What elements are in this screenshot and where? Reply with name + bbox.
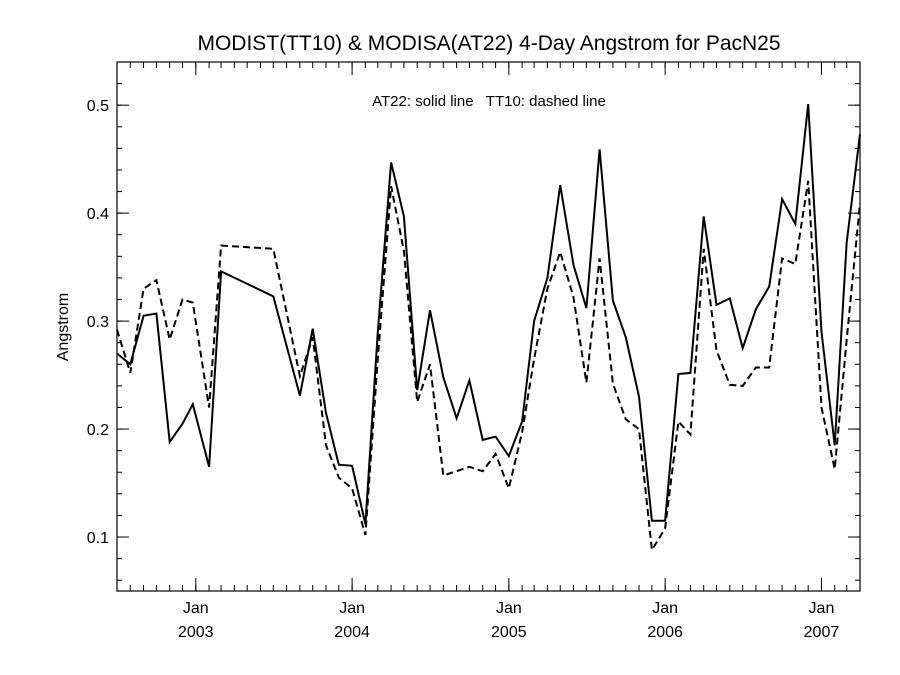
plot-frame xyxy=(116,61,861,592)
axis-tick-labels: 0.1 0.2 0.3 0.4 0.5 Jan 2003 Jan 2004 Jan 2005 Jan 2… xyxy=(87,98,840,641)
series-group xyxy=(116,103,861,554)
x-tick-label-year: 2005 xyxy=(491,624,527,641)
x-tick-label-month: Jan xyxy=(496,600,522,617)
series-annotation: AT22: solid line TT10: dashed line xyxy=(372,93,606,110)
x-tick-label-month: Jan xyxy=(809,600,835,617)
y-tick-label: 0.4 xyxy=(87,206,109,223)
y-tick-label: 0.1 xyxy=(87,530,109,547)
series-line-at22 xyxy=(116,103,861,525)
y-tick-label: 0.2 xyxy=(87,422,109,439)
y-axis-label: Angstrom xyxy=(55,293,72,361)
chart-title: MODIST(TT10) & MODISA(AT22) 4-Day Angstr… xyxy=(197,32,780,55)
y-tick-label: 0.5 xyxy=(87,98,109,115)
x-tick-label-month: Jan xyxy=(652,600,678,617)
x-tick-label-year: 2004 xyxy=(334,624,370,641)
x-tick-label-month: Jan xyxy=(183,600,209,617)
x-tick-label-month: Jan xyxy=(339,600,365,617)
series-line-tt10 xyxy=(116,180,861,554)
x-tick-label-year: 2007 xyxy=(804,624,840,641)
x-tick-label-year: 2003 xyxy=(178,624,214,641)
y-tick-label: 0.3 xyxy=(87,314,109,331)
x-tick-label-year: 2006 xyxy=(647,624,683,641)
axis-ticks xyxy=(117,62,860,591)
